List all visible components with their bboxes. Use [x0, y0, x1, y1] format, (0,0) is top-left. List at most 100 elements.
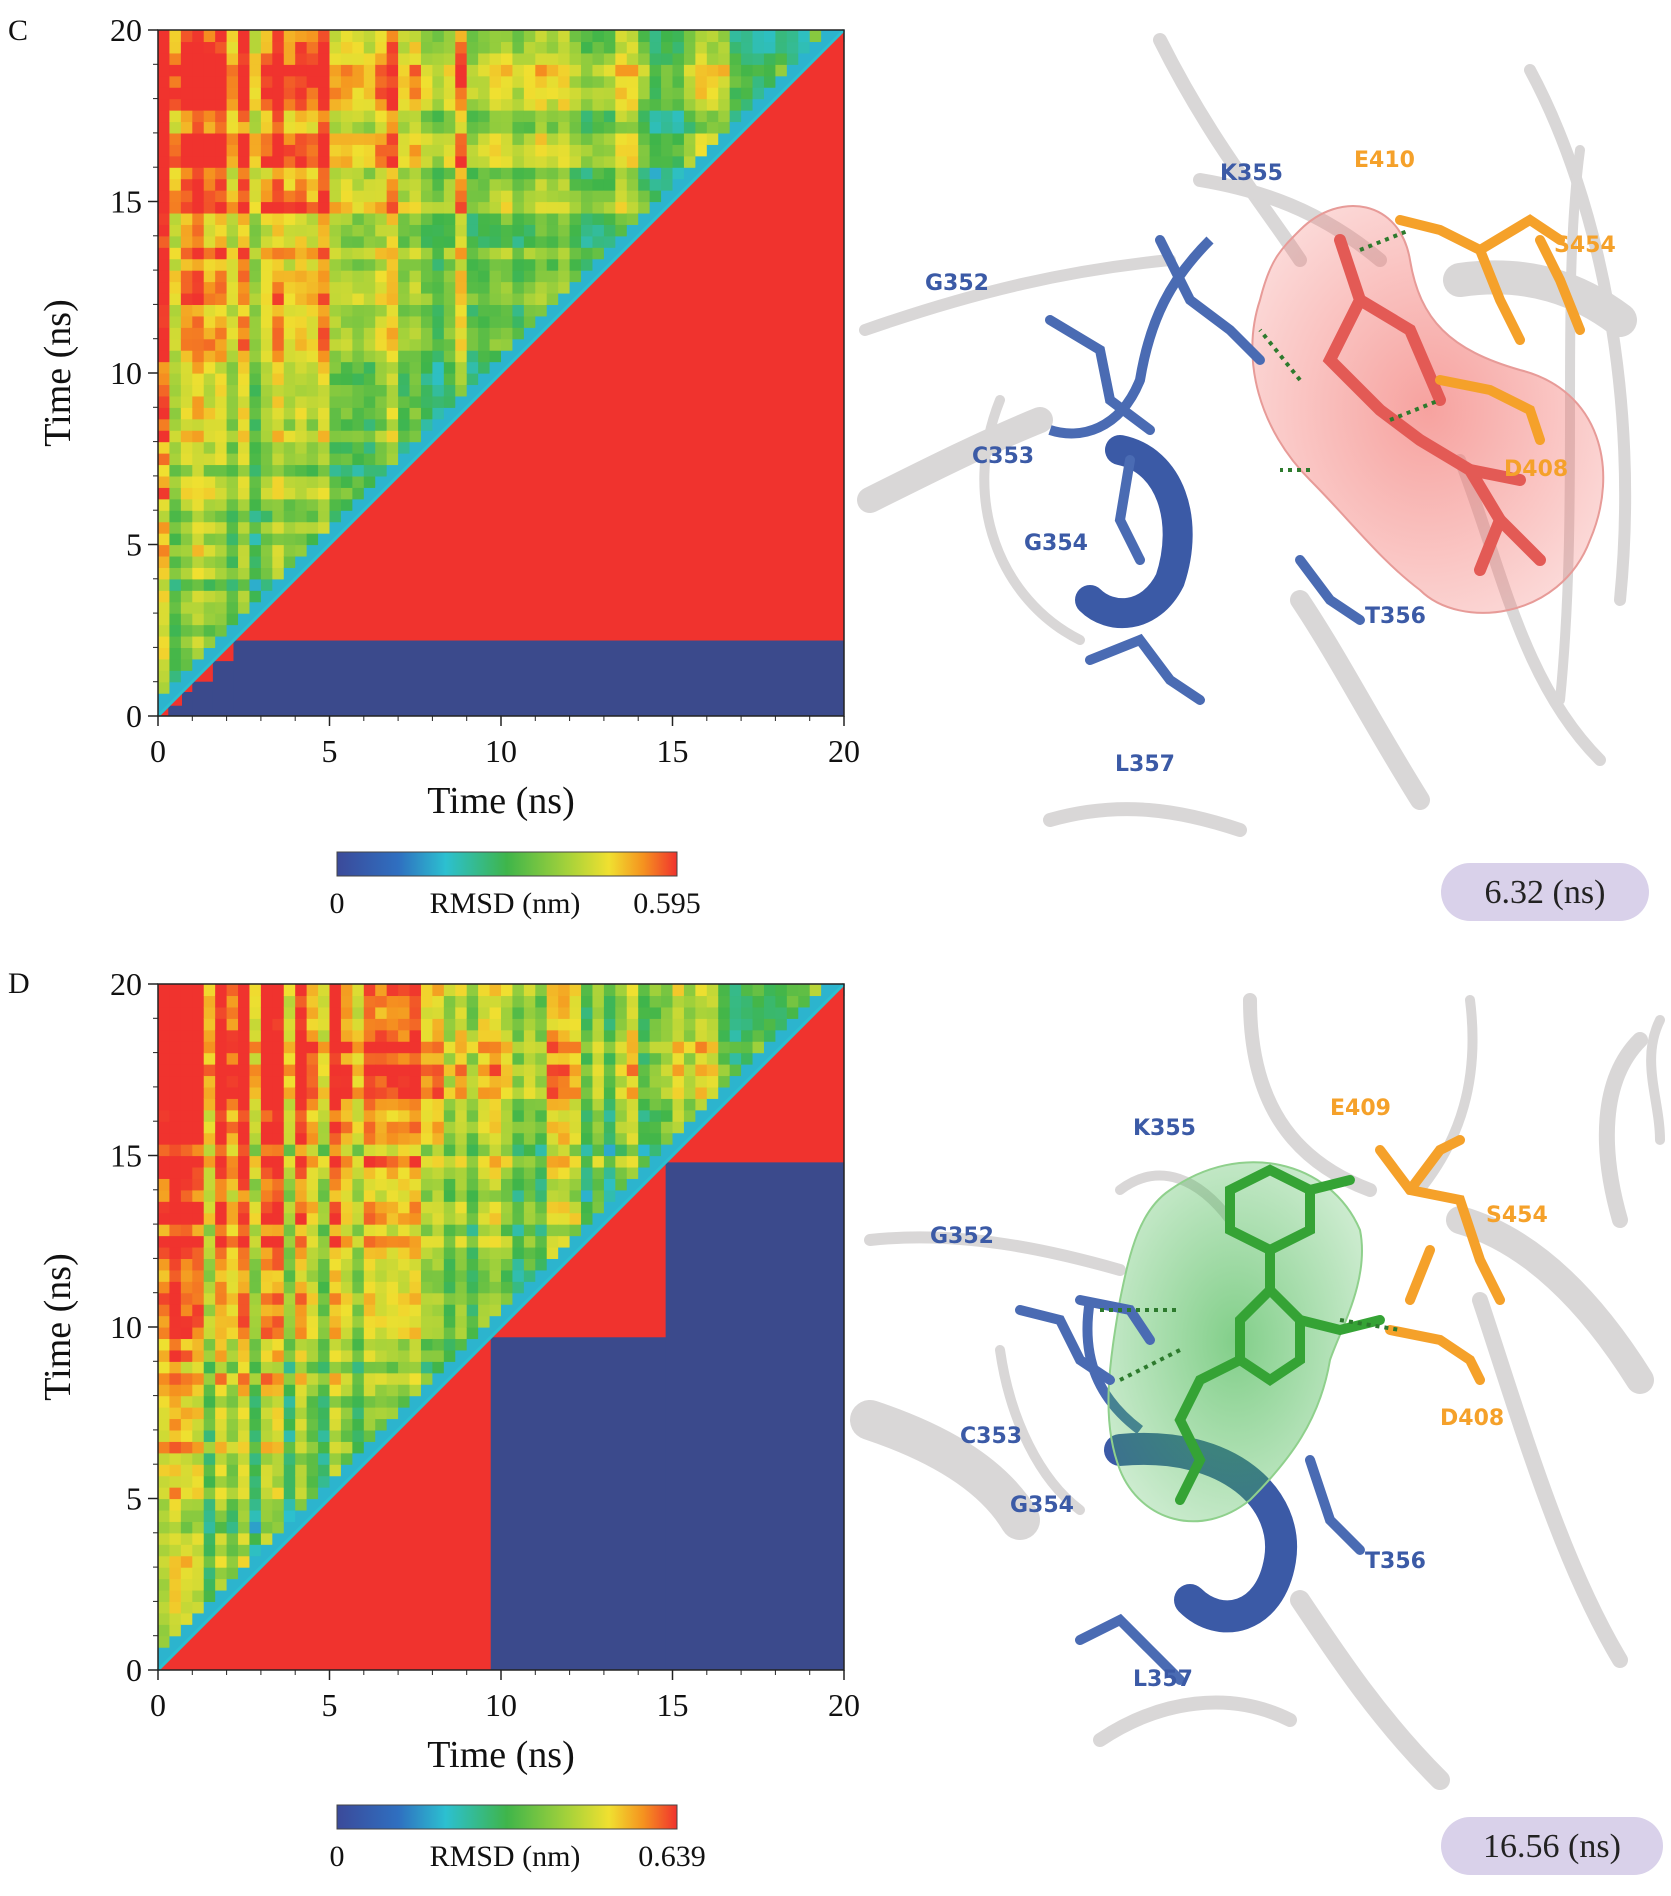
heatmap-cell: [786, 52, 799, 65]
heatmap-cell: [260, 1281, 273, 1294]
colorbar-max: 0.639: [638, 1840, 706, 1873]
heatmap-cell: [306, 1006, 319, 1019]
heatmap-cell: [763, 64, 776, 77]
heatmap-cell: [158, 64, 171, 77]
heatmap-cell: [158, 601, 171, 614]
heatmap-cell: [386, 1029, 399, 1042]
heatmap-cell: [432, 1224, 445, 1237]
heatmap-cell: [512, 1258, 525, 1271]
heatmap-cell: [523, 201, 536, 214]
heatmap-cell: [352, 984, 365, 997]
heatmap-cell: [238, 1098, 251, 1111]
heatmap-cell: [535, 155, 548, 168]
heatmap-cell: [340, 338, 353, 351]
heatmap-cell: [180, 658, 193, 671]
heatmap-cell: [546, 167, 559, 180]
heatmap-cell: [192, 995, 205, 1008]
heatmap-cell: [752, 87, 765, 100]
heatmap-cell: [535, 1224, 548, 1237]
heatmap-cell: [329, 247, 342, 260]
colorbar-min: 0: [330, 887, 345, 920]
heatmap-cell: [432, 373, 445, 386]
heatmap-cell: [226, 1052, 239, 1065]
heatmap-cell: [295, 1464, 308, 1477]
heatmap-cell: [466, 1121, 479, 1134]
heatmap-cell: [329, 190, 342, 203]
panel-letter: D: [8, 967, 30, 1000]
heatmap-cell: [626, 190, 639, 203]
heatmap-cell: [512, 1098, 525, 1111]
heatmap-cell: [786, 1006, 799, 1019]
heatmap-cell: [432, 1327, 445, 1340]
heatmap-cell: [203, 373, 216, 386]
heatmap-cell: [603, 1064, 616, 1077]
heatmap-cell: [432, 1201, 445, 1214]
heatmap-cell: [512, 178, 525, 191]
heatmap-cell: [192, 315, 205, 328]
heatmap-cell: [158, 1441, 171, 1454]
heatmap-cell: [432, 395, 445, 408]
heatmap-cell: [306, 1098, 319, 1111]
heatmap-cell: [352, 178, 365, 191]
heatmap-cell: [661, 1018, 674, 1031]
heatmap-cell: [226, 1395, 239, 1408]
heatmap-cell: [558, 144, 571, 157]
heatmap-cell: [535, 281, 548, 294]
heatmap-cell: [283, 1361, 296, 1374]
heatmap-cell: [203, 555, 216, 568]
heatmap-cell: [455, 1212, 468, 1225]
heatmap-cell: [318, 121, 331, 134]
heatmap-cell: [260, 1304, 273, 1317]
heatmap-cell: [260, 281, 273, 294]
heatmap-cell: [672, 87, 685, 100]
heatmap-cell: [158, 1578, 171, 1591]
heatmap-cell: [318, 1258, 331, 1271]
heatmap-cell: [203, 475, 216, 488]
heatmap-cell: [215, 1532, 228, 1545]
heatmap-cell: [318, 361, 331, 374]
heatmap-cell: [203, 1464, 216, 1477]
heatmap-cell: [558, 247, 571, 260]
heatmap-cell: [615, 984, 628, 997]
heatmap-cell: [203, 1544, 216, 1557]
heatmap-cell: [638, 144, 651, 157]
heatmap-cell: [203, 1121, 216, 1134]
heatmap-cell: [638, 121, 651, 134]
heatmap-cell: [706, 995, 719, 1008]
heatmap-cell: [386, 64, 399, 77]
heatmap-cell: [158, 1635, 171, 1648]
heatmap-cell: [318, 327, 331, 340]
heatmap-cell: [249, 544, 262, 557]
heatmap-cell: [420, 178, 433, 191]
heatmap-cell: [260, 533, 273, 546]
heatmap-cell: [318, 1418, 331, 1431]
heatmap-cell: [626, 121, 639, 134]
heatmap-cell: [638, 155, 651, 168]
heatmap-cell: [215, 315, 228, 328]
heatmap-cell: [501, 64, 514, 77]
heatmap-cell: [512, 155, 525, 168]
heatmap-cell: [683, 1041, 696, 1054]
heatmap-cell: [386, 1281, 399, 1294]
heatmap-cell: [158, 1532, 171, 1545]
heatmap-cell: [226, 201, 239, 214]
heatmap-cell: [523, 1052, 536, 1065]
heatmap-cell: [718, 110, 731, 123]
heatmap-cell: [466, 338, 479, 351]
heatmap-cell: [192, 270, 205, 283]
heatmap-cell: [478, 1246, 491, 1259]
heatmap-cell: [318, 995, 331, 1008]
heatmap-cell: [375, 327, 388, 340]
heatmap-cell: [375, 1361, 388, 1374]
heatmap-cell: [158, 533, 171, 546]
heatmap-cell: [249, 121, 262, 134]
heatmap-cell: [249, 41, 262, 54]
heatmap-cell: [535, 52, 548, 65]
heatmap-cell: [615, 87, 628, 100]
heatmap-cell: [260, 1201, 273, 1214]
heatmap-cell: [238, 30, 251, 43]
heatmap-cell: [192, 635, 205, 648]
heatmap-cell: [489, 235, 502, 248]
heatmap-cell: [363, 464, 376, 477]
heatmap-cell: [501, 1166, 514, 1179]
